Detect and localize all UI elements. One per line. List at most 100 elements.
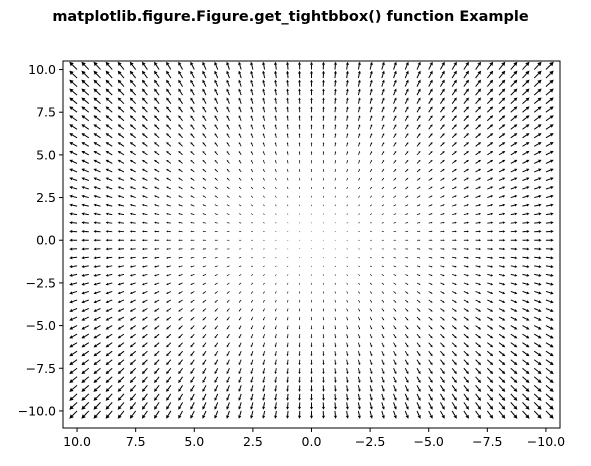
quiver-arrow bbox=[322, 133, 325, 138]
quiver-arrow bbox=[498, 325, 506, 330]
quiver-arrow bbox=[69, 325, 78, 330]
quiver-arrow bbox=[298, 299, 301, 303]
quiver-arrow bbox=[358, 325, 361, 330]
quiver-arrow bbox=[357, 97, 361, 104]
quiver-arrow bbox=[381, 299, 385, 303]
quiver-arrow bbox=[202, 359, 207, 366]
quiver-arrow bbox=[522, 238, 530, 242]
quiver-arrow bbox=[440, 79, 445, 87]
quiver-arrow bbox=[214, 333, 219, 339]
quiver-arrow bbox=[178, 308, 183, 312]
quiver-arrow bbox=[522, 150, 530, 156]
quiver-arrow bbox=[178, 376, 183, 384]
quiver-arrow bbox=[428, 333, 433, 339]
quiver-arrow bbox=[166, 239, 171, 242]
quiver-arrow bbox=[370, 222, 373, 224]
quiver-arrow bbox=[69, 133, 78, 139]
quiver-arrow bbox=[250, 186, 254, 190]
quiver-arrow bbox=[475, 204, 482, 207]
quiver-arrow bbox=[545, 133, 554, 139]
quiver-arrow bbox=[346, 106, 349, 113]
quiver-arrow bbox=[475, 265, 482, 268]
quiver-arrow bbox=[262, 325, 265, 330]
quiver-arrow bbox=[428, 186, 433, 190]
quiver-arrow bbox=[440, 168, 445, 173]
quiver-arrow bbox=[475, 359, 482, 366]
quiver-arrow bbox=[310, 106, 313, 113]
quiver-arrow bbox=[129, 350, 137, 357]
quiver-arrow bbox=[117, 342, 125, 348]
quiver-arrow bbox=[93, 142, 101, 147]
quiver-arrow bbox=[334, 359, 337, 366]
quiver-arrow bbox=[416, 410, 421, 419]
quiver-arrow bbox=[298, 359, 301, 366]
quiver-arrow bbox=[178, 239, 183, 242]
quiver-arrow bbox=[522, 212, 530, 216]
quiver-arrow bbox=[416, 350, 421, 357]
quiver-arrow bbox=[299, 248, 301, 250]
quiver-arrow bbox=[238, 402, 242, 410]
quiver-arrow bbox=[69, 290, 78, 295]
quiver-arrow bbox=[510, 212, 518, 216]
quiver-arrow bbox=[487, 239, 494, 242]
quiver-arrow bbox=[334, 291, 336, 294]
quiver-arrow bbox=[416, 248, 421, 250]
quiver-arrow bbox=[263, 222, 265, 224]
quiver-arrow bbox=[463, 325, 469, 330]
quiver-arrow bbox=[416, 333, 421, 339]
quiver-arrow bbox=[202, 342, 207, 348]
y-tick-label: 0.0 bbox=[36, 233, 56, 248]
quiver-arrow bbox=[190, 168, 195, 173]
quiver-arrow bbox=[117, 393, 125, 401]
quiver-arrow bbox=[369, 124, 373, 130]
quiver-arrow bbox=[105, 247, 113, 251]
x-tick-label: −7.5 bbox=[472, 434, 502, 449]
quiver-arrow bbox=[475, 342, 482, 348]
quiver-arrow bbox=[250, 142, 254, 147]
quiver-arrow bbox=[178, 350, 183, 357]
quiver-arrow bbox=[69, 316, 78, 321]
quiver-arrow bbox=[238, 222, 242, 224]
quiver-arrow bbox=[545, 256, 554, 260]
quiver-arrow bbox=[202, 195, 207, 198]
quiver-arrow bbox=[393, 316, 397, 321]
quiver-arrow bbox=[117, 247, 124, 251]
quiver-arrow bbox=[346, 133, 349, 138]
quiver-arrow bbox=[214, 106, 219, 113]
quiver-arrow bbox=[81, 229, 89, 233]
quiver-arrow bbox=[322, 282, 324, 285]
quiver-arrow bbox=[69, 115, 78, 122]
quiver-arrow bbox=[190, 256, 195, 259]
quiver-arrow bbox=[381, 177, 385, 181]
quiver-arrow bbox=[322, 195, 324, 198]
quiver-arrow bbox=[105, 159, 113, 164]
quiver-arrow bbox=[534, 221, 542, 225]
quiver-arrow bbox=[298, 106, 301, 113]
quiver-arrow bbox=[358, 213, 360, 215]
quiver-arrow bbox=[141, 291, 148, 294]
quiver-arrow bbox=[381, 70, 385, 79]
quiver-arrow bbox=[81, 177, 89, 181]
quiver-arrow bbox=[226, 385, 230, 392]
quiver-arrow bbox=[274, 342, 277, 348]
quiver-arrow bbox=[416, 88, 421, 96]
quiver-arrow bbox=[322, 231, 324, 233]
quiver-arrow bbox=[141, 79, 148, 87]
quiver-arrow bbox=[202, 368, 207, 375]
quiver-arrow bbox=[487, 299, 494, 303]
quiver-arrow bbox=[310, 79, 313, 87]
quiver-arrow bbox=[310, 88, 313, 96]
quiver-arrow bbox=[226, 115, 230, 121]
quiver-arrow bbox=[166, 359, 172, 366]
quiver-arrow bbox=[463, 376, 469, 384]
quiver-arrow bbox=[487, 316, 494, 321]
quiver-arrow bbox=[226, 248, 230, 250]
quiver-arrow bbox=[545, 402, 554, 410]
quiver-arrow bbox=[274, 88, 277, 96]
quiver-arrow bbox=[262, 368, 266, 375]
quiver-arrow bbox=[452, 204, 457, 207]
quiver-arrow bbox=[310, 177, 313, 181]
quiver-arrow bbox=[263, 168, 265, 173]
quiver-arrow bbox=[190, 213, 195, 215]
quiver-arrow bbox=[393, 410, 397, 419]
